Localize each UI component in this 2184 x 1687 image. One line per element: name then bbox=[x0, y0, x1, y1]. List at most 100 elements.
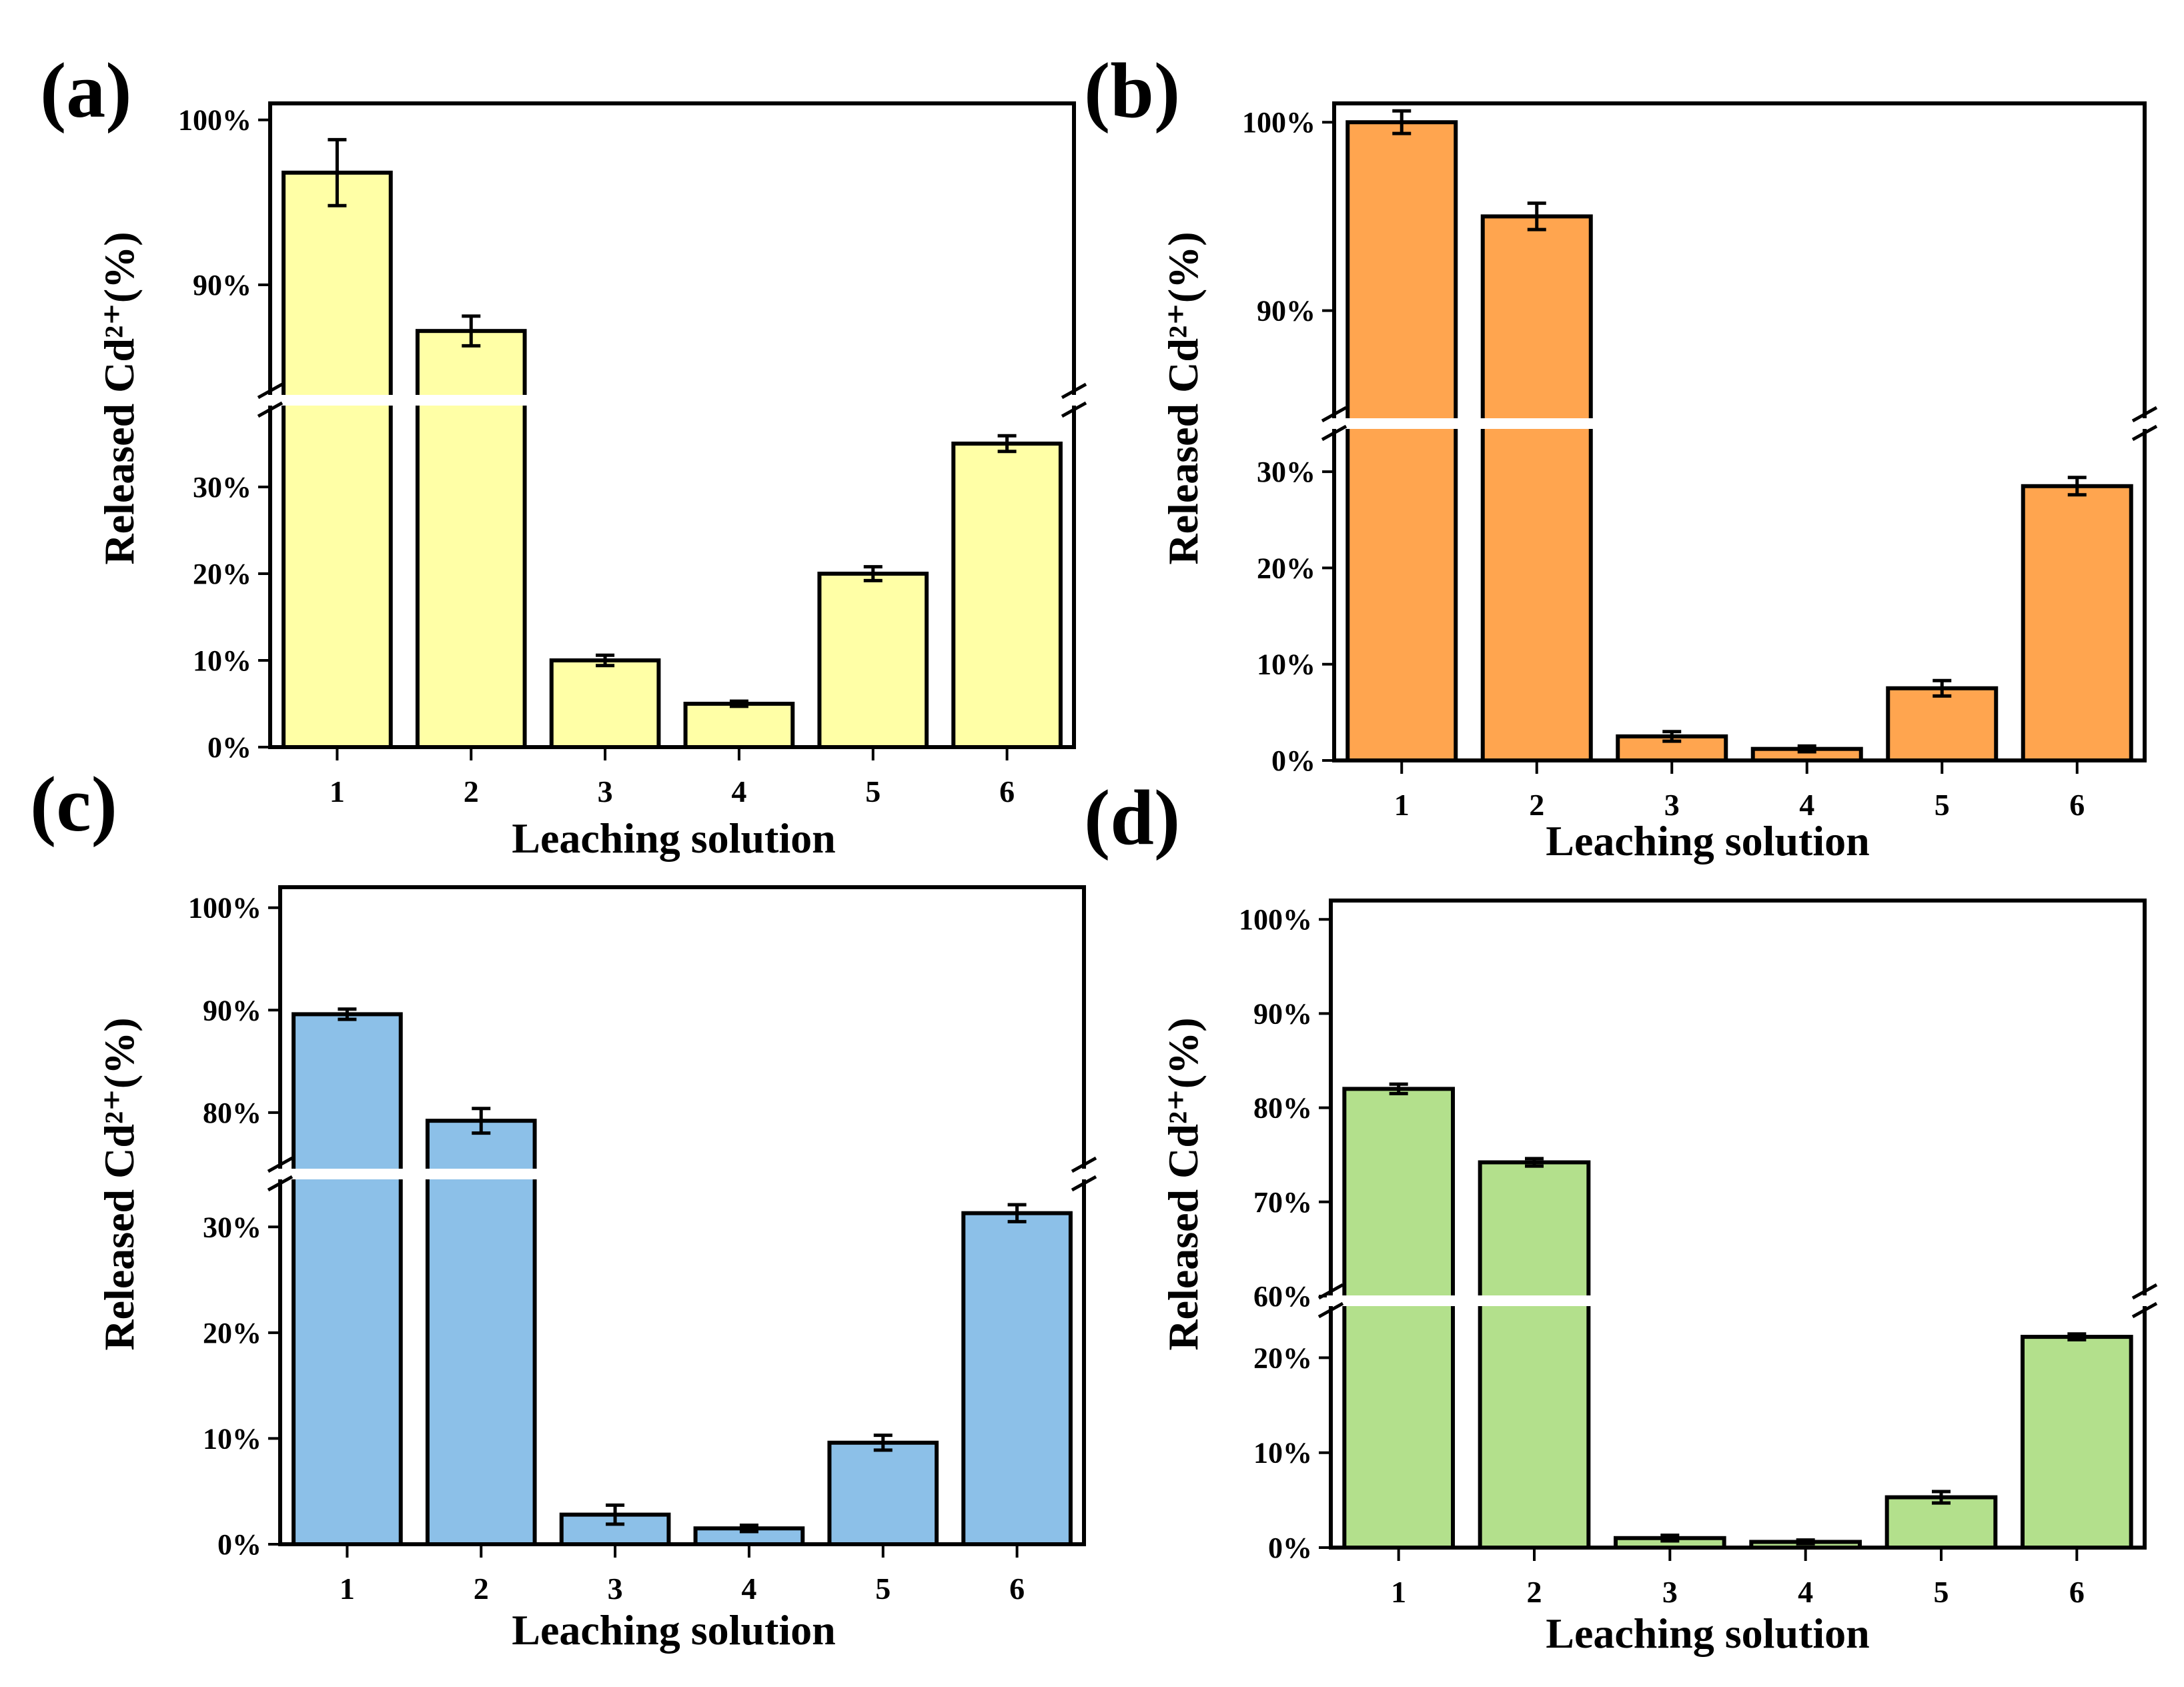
error-bar-1 bbox=[328, 137, 347, 207]
panel-a-label: (a) bbox=[40, 47, 132, 134]
panel-c-label: (c) bbox=[30, 760, 117, 848]
bar-1 bbox=[1342, 1087, 1456, 1550]
y-tick-label: 80% bbox=[203, 1097, 261, 1129]
x-tick-label: 6 bbox=[2069, 788, 2085, 822]
y-tick-label: 10% bbox=[1253, 1437, 1312, 1470]
error-bar-4 bbox=[729, 699, 748, 708]
x-tick-label: 1 bbox=[1394, 788, 1410, 822]
error-bar-6 bbox=[2067, 476, 2087, 497]
bar-5 bbox=[1886, 686, 1999, 763]
bar-6 bbox=[2021, 484, 2133, 762]
y-tick-label: 90% bbox=[203, 994, 261, 1027]
x-tick-label: 6 bbox=[1009, 1572, 1025, 1606]
x-tick-label: 6 bbox=[999, 774, 1015, 808]
x-tick-label: 3 bbox=[1662, 1575, 1678, 1609]
chart-panel-1: 1 2 3 4 5 6 0% 10% 20% 30% 90% 100% (a) Leaching solu… bbox=[40, 47, 1087, 862]
y-tick-label: 10% bbox=[1257, 648, 1315, 681]
bar-2 bbox=[425, 1119, 537, 1546]
x-tick-label: 5 bbox=[865, 774, 881, 808]
axis-break-right bbox=[2131, 1283, 2158, 1319]
error-bar-4 bbox=[739, 1523, 758, 1534]
axis-break-left bbox=[1317, 1283, 1344, 1319]
y-tick-label: 90% bbox=[1257, 295, 1315, 328]
bar-5 bbox=[1884, 1495, 1998, 1550]
y-tick-label: 20% bbox=[1257, 552, 1315, 584]
error-bar-6 bbox=[1007, 1203, 1027, 1223]
bar-2 bbox=[1480, 214, 1593, 763]
panel-b-label: (b) bbox=[1084, 47, 1180, 134]
error-bar-2 bbox=[472, 1107, 491, 1135]
x-axis-title: Leaching solution bbox=[1546, 1610, 1869, 1657]
axis-break-right bbox=[1061, 382, 1087, 418]
chart-panel-3: 1 2 3 4 5 6 0% 10% 20% 30% 80% 90% 100% (c) Leaching s… bbox=[30, 760, 1097, 1654]
error-bar-5 bbox=[863, 565, 883, 582]
y-tick-label: 10% bbox=[203, 1422, 261, 1455]
y-tick-label: 10% bbox=[193, 644, 251, 677]
y-axis-title: Released Cd²⁺(%) bbox=[95, 231, 143, 564]
bar-5 bbox=[817, 572, 929, 749]
axis-break-right bbox=[2131, 406, 2158, 442]
error-bar-3 bbox=[606, 1503, 625, 1526]
y-tick-label: 60% bbox=[1253, 1280, 1312, 1313]
x-axis-title: Leaching solution bbox=[512, 814, 835, 862]
x-tick-label: 4 bbox=[741, 1572, 756, 1606]
y-tick-label: 20% bbox=[193, 558, 251, 590]
x-tick-label: 2 bbox=[464, 774, 479, 808]
y-axis-title: Released Cd²⁺(%) bbox=[95, 1017, 143, 1350]
bar-2 bbox=[415, 329, 527, 749]
x-tick-label: 3 bbox=[598, 774, 613, 808]
x-axis-title: Leaching solution bbox=[1546, 817, 1869, 865]
axis-break-left bbox=[1321, 406, 1347, 442]
error-bar-1 bbox=[338, 1007, 357, 1021]
bar-6 bbox=[961, 1211, 1073, 1546]
bar-1 bbox=[292, 1012, 403, 1546]
error-bar-2 bbox=[1527, 201, 1546, 231]
bar-6 bbox=[951, 442, 1063, 749]
x-tick-label: 5 bbox=[1934, 1575, 1949, 1609]
y-tick-label: 100% bbox=[1242, 106, 1315, 139]
y-tick-label: 100% bbox=[188, 892, 261, 925]
x-tick-label: 4 bbox=[731, 774, 746, 808]
y-tick-label: 0% bbox=[1268, 1532, 1312, 1564]
error-bar-1 bbox=[1389, 1082, 1408, 1095]
error-bar-3 bbox=[1662, 730, 1682, 743]
x-tick-label: 3 bbox=[608, 1572, 623, 1606]
y-tick-label: 20% bbox=[1253, 1341, 1312, 1374]
y-tick-label: 30% bbox=[1257, 456, 1315, 488]
panel-d-label: (d) bbox=[1084, 774, 1180, 861]
axis-break-left bbox=[267, 1156, 294, 1192]
x-tick-label: 5 bbox=[1935, 788, 1950, 822]
error-bar-6 bbox=[997, 434, 1017, 454]
error-bar-5 bbox=[873, 1434, 893, 1452]
x-tick-label: 1 bbox=[330, 774, 345, 808]
axis-break-left bbox=[257, 382, 284, 418]
chart-panel-2: 1 2 3 4 5 6 0% 10% 20% 30% 90% 100% (b) Leaching solu… bbox=[1084, 47, 2158, 865]
plot-frame bbox=[278, 885, 1086, 1546]
x-axis-title: Leaching solution bbox=[512, 1606, 835, 1654]
error-bar-3 bbox=[1660, 1534, 1680, 1543]
error-bar-5 bbox=[1932, 1490, 1951, 1505]
y-tick-label: 100% bbox=[178, 104, 251, 137]
bar-3 bbox=[549, 658, 661, 749]
y-axis-title: Released Cd²⁺(%) bbox=[1159, 231, 1207, 564]
chart-panel-4: 1 2 3 4 5 60%10%20%60%70%80%90%100%(d)Leachin… bbox=[1084, 774, 2158, 1657]
error-bar-3 bbox=[596, 653, 615, 668]
bar-5 bbox=[827, 1440, 939, 1547]
axis-break-right bbox=[1071, 1156, 1097, 1192]
y-tick-label: 100% bbox=[1239, 903, 1312, 936]
bar-6 bbox=[2021, 1335, 2133, 1550]
error-bar-4 bbox=[1796, 1538, 1815, 1546]
y-tick-label: 0% bbox=[1271, 744, 1315, 777]
bar-2 bbox=[1478, 1160, 1591, 1550]
error-bar-1 bbox=[1392, 109, 1412, 135]
y-tick-label: 20% bbox=[203, 1317, 261, 1349]
bar-1 bbox=[282, 170, 393, 750]
y-tick-label: 30% bbox=[193, 471, 251, 504]
x-tick-label: 4 bbox=[1798, 1575, 1813, 1609]
plot-frame bbox=[268, 101, 1076, 749]
x-tick-label: 2 bbox=[1529, 788, 1544, 822]
y-axis-title: Released Cd²⁺(%) bbox=[1159, 1017, 1207, 1350]
x-tick-label: 2 bbox=[1527, 1575, 1542, 1609]
x-tick-label: 5 bbox=[875, 1572, 891, 1606]
